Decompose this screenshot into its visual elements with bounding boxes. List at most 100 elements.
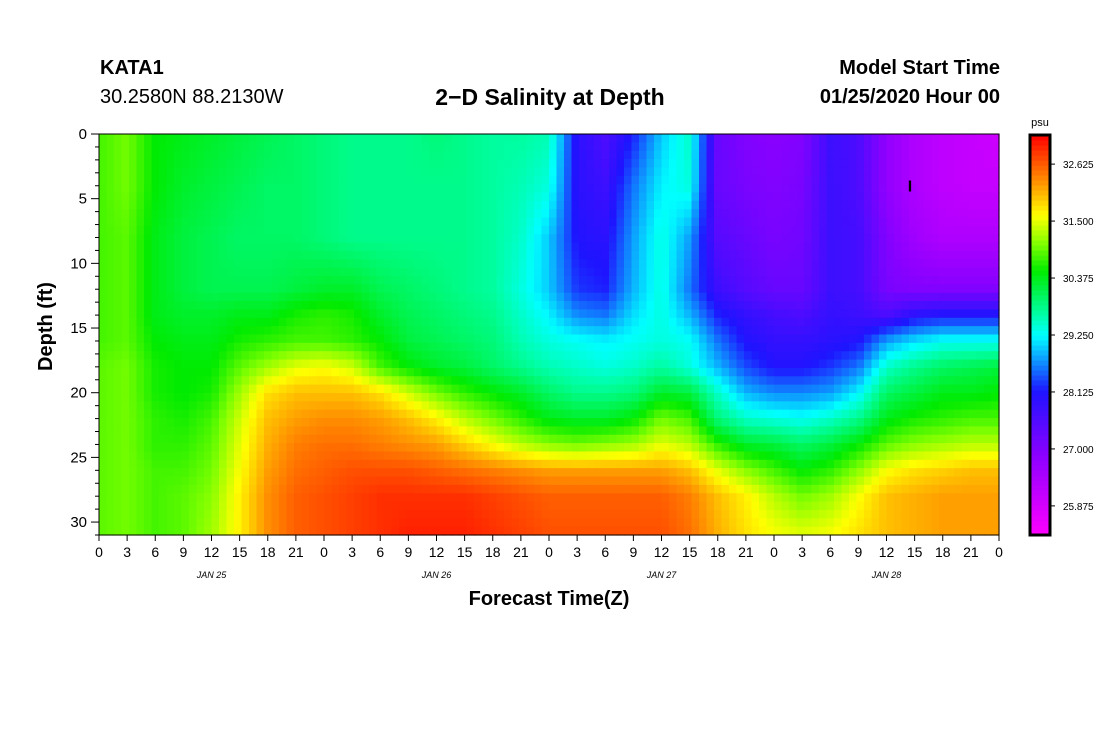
heatmap-cell: [751, 259, 760, 269]
heatmap-cell: [361, 317, 370, 327]
heatmap-cell: [226, 284, 235, 294]
heatmap-cell: [511, 376, 520, 386]
heatmap-cell: [204, 209, 213, 219]
heatmap-cell: [579, 342, 588, 352]
heatmap-cell: [796, 234, 805, 244]
heatmap-cell: [691, 418, 700, 427]
heatmap-cell: [691, 409, 700, 419]
heatmap-cell: [444, 409, 453, 419]
heatmap-cell: [489, 276, 498, 285]
heatmap-cell: [211, 359, 220, 369]
heatmap-cell: [354, 426, 363, 436]
heatmap-cell: [271, 326, 280, 336]
heatmap-cell: [706, 376, 715, 386]
heatmap-cell: [684, 259, 693, 269]
heatmap-cell: [189, 443, 198, 453]
heatmap-cell: [331, 468, 340, 478]
heatmap-cell: [136, 409, 145, 419]
heatmap-cell: [256, 242, 265, 252]
heatmap-cell: [226, 192, 235, 202]
heatmap-cell: [841, 468, 850, 478]
heatmap-cell: [106, 334, 115, 344]
heatmap-cell: [429, 342, 438, 352]
heatmap-cell: [196, 175, 205, 185]
heatmap-cell: [241, 342, 250, 352]
heatmap-cell: [646, 167, 655, 177]
heatmap-cell: [444, 276, 453, 285]
heatmap-cell: [421, 401, 430, 411]
heatmap-cell: [976, 434, 985, 444]
heatmap-cell: [301, 284, 310, 294]
heatmap-cell: [204, 434, 213, 444]
heatmap-cell: [924, 309, 933, 319]
heatmap-cell: [496, 326, 505, 336]
heatmap-cell: [264, 367, 273, 377]
heatmap-cell: [526, 401, 535, 411]
heatmap-cell: [729, 418, 738, 427]
heatmap-cell: [714, 384, 723, 394]
heatmap-cell: [204, 384, 213, 394]
heatmap-cell: [309, 259, 318, 269]
heatmap-cell: [444, 159, 453, 169]
heatmap-cell: [781, 426, 790, 436]
heatmap-cell: [429, 292, 438, 302]
heatmap-cell: [234, 359, 243, 369]
heatmap-cell: [324, 384, 333, 394]
heatmap-cell: [811, 134, 820, 143]
heatmap-cell: [526, 359, 535, 369]
heatmap-cell: [481, 175, 490, 185]
heatmap-cell: [976, 426, 985, 436]
heatmap-cell: [736, 334, 745, 344]
heatmap-cell: [736, 367, 745, 377]
heatmap-cell: [399, 401, 408, 411]
heatmap-cell: [159, 192, 168, 202]
heatmap-cell: [369, 401, 378, 411]
heatmap-cell: [781, 309, 790, 319]
heatmap-cell: [579, 443, 588, 453]
heatmap-cell: [684, 426, 693, 436]
heatmap-cell: [264, 225, 273, 235]
heatmap-cell: [766, 217, 775, 227]
heatmap-cell: [691, 259, 700, 269]
heatmap-cell: [204, 175, 213, 185]
heatmap-cell: [196, 376, 205, 386]
heatmap-cell: [361, 242, 370, 252]
heatmap-cell: [301, 426, 310, 436]
heatmap-cell: [534, 392, 543, 402]
heatmap-cell: [661, 259, 670, 269]
heatmap-cell: [789, 309, 798, 319]
heatmap-cell: [129, 392, 138, 402]
heatmap-cell: [129, 401, 138, 411]
heatmap-cell: [646, 209, 655, 219]
heatmap-cell: [759, 367, 768, 377]
heatmap-cell: [766, 167, 775, 177]
heatmap-cell: [781, 225, 790, 235]
heatmap-cell: [631, 418, 640, 427]
heatmap-cell: [219, 217, 228, 227]
heatmap-cell: [939, 342, 948, 352]
heatmap-cell: [376, 367, 385, 377]
heatmap-cell: [714, 217, 723, 227]
heatmap-cell: [324, 192, 333, 202]
heatmap-cell: [249, 134, 258, 143]
heatmap-cell: [969, 209, 978, 219]
heatmap-cell: [826, 409, 835, 419]
heatmap-cell: [226, 367, 235, 377]
heatmap-cell: [339, 401, 348, 411]
heatmap-cell: [234, 267, 243, 277]
heatmap-cell: [196, 225, 205, 235]
heatmap-cell: [534, 175, 543, 185]
heatmap-cell: [129, 259, 138, 269]
heatmap-cell: [219, 426, 228, 436]
heatmap-cell: [579, 418, 588, 427]
heatmap-cell: [871, 242, 880, 252]
heatmap-cell: [841, 150, 850, 160]
heatmap-cell: [361, 468, 370, 478]
heatmap-cell: [136, 200, 145, 210]
heatmap-cell: [309, 134, 318, 143]
heatmap-cell: [586, 476, 595, 486]
heatmap-cell: [519, 351, 528, 361]
heatmap-cell: [504, 351, 513, 361]
heatmap-cell: [166, 134, 175, 143]
heatmap-cell: [789, 468, 798, 478]
